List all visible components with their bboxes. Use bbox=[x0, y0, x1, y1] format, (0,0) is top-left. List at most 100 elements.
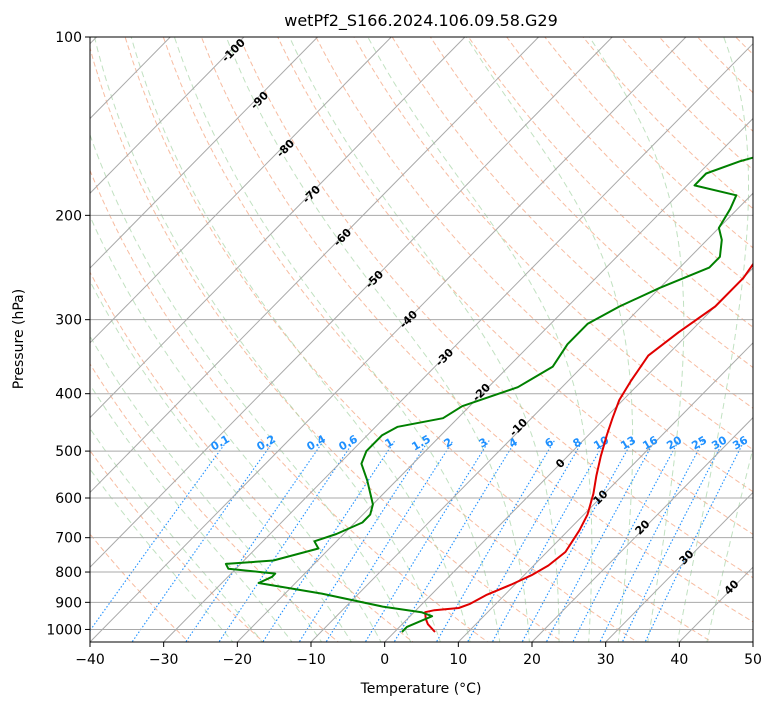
isotherm-line bbox=[90, 37, 539, 494]
isotherm-label: -50 bbox=[363, 268, 386, 291]
isotherm-line bbox=[678, 566, 753, 642]
isotherm-label: -80 bbox=[274, 137, 297, 160]
y-axis-label: Pressure (hPa) bbox=[11, 289, 27, 389]
dry-adiabat bbox=[315, 37, 753, 493]
plot-frame bbox=[89, 36, 754, 643]
moist-adiabat bbox=[588, 37, 685, 642]
mixing-ratio-label: 1.5 bbox=[410, 432, 433, 453]
isotherm-label: -90 bbox=[248, 89, 271, 112]
moist-adiabat bbox=[90, 214, 382, 642]
mixing-ratio-line bbox=[491, 440, 606, 642]
chart-title: wetPf2_S166.2024.106.09.58.G29 bbox=[284, 11, 558, 31]
x-tick-label: −20 bbox=[223, 652, 253, 668]
y-tick-label: 800 bbox=[55, 565, 82, 581]
y-tick-label: 500 bbox=[55, 444, 82, 460]
mixing-ratio-label: 0.1 bbox=[209, 432, 232, 453]
wet-bulb-label: 20 bbox=[633, 517, 653, 537]
isotherm-line bbox=[531, 416, 753, 642]
mixing-ratio-label: 13 bbox=[618, 434, 638, 453]
mixing-ratio-label: 16 bbox=[640, 433, 660, 452]
y-tick-label: 600 bbox=[55, 491, 82, 507]
isotherm-label: -60 bbox=[331, 226, 354, 249]
dry-adiabat bbox=[735, 37, 753, 56]
isotherm-line bbox=[457, 342, 753, 642]
mixing-ratio-line bbox=[218, 440, 355, 642]
dewpoint-line bbox=[224, 156, 753, 633]
x-tick-label: −10 bbox=[296, 652, 326, 668]
mixing-ratio-label: 10 bbox=[591, 433, 611, 452]
isotherm-line bbox=[236, 117, 753, 642]
background-lines bbox=[90, 37, 753, 642]
dry-adiabat bbox=[429, 37, 753, 369]
x-tick-label: 30 bbox=[597, 652, 615, 668]
x-axis-ticks: −40 −30 −20 −10 0 10 20 30 40 50 bbox=[75, 642, 762, 668]
isotherm-label: -20 bbox=[470, 381, 493, 404]
x-tick-label: 20 bbox=[523, 652, 541, 668]
mixing-ratio-label: 1 bbox=[383, 435, 396, 450]
wet-bulb-label: 30 bbox=[677, 547, 697, 567]
dry-adiabat bbox=[506, 37, 753, 288]
y-tick-label: 400 bbox=[55, 387, 82, 403]
x-tick-label: 50 bbox=[744, 652, 762, 668]
isotherm-line bbox=[90, 37, 392, 344]
isotherm-line bbox=[90, 37, 466, 419]
mixing-ratio-label: 20 bbox=[664, 433, 684, 452]
isotherm-label: -70 bbox=[300, 183, 323, 206]
mixing-ratio-line bbox=[572, 440, 680, 642]
moist-adiabat bbox=[465, 37, 634, 642]
dry-adiabat bbox=[90, 271, 414, 642]
dry-adiabat bbox=[697, 37, 753, 94]
mixing-ratio-line bbox=[131, 440, 275, 642]
dry-adiabat bbox=[391, 37, 753, 409]
isotherm-line bbox=[90, 37, 613, 568]
dry-adiabat bbox=[468, 37, 753, 328]
moist-adiabat bbox=[90, 280, 352, 642]
isotherm-line bbox=[163, 42, 753, 642]
dry-adiabat bbox=[582, 37, 753, 210]
mixing-ratio-line bbox=[364, 440, 490, 642]
isotherm-line bbox=[752, 641, 753, 642]
isotherm-line bbox=[90, 37, 687, 642]
series-lines bbox=[224, 156, 753, 633]
isotherm-line bbox=[605, 491, 753, 642]
y-tick-label: 300 bbox=[55, 313, 82, 329]
x-tick-label: −30 bbox=[149, 652, 179, 668]
y-tick-label: 100 bbox=[55, 30, 82, 46]
moist-adiabat bbox=[173, 37, 501, 642]
mixing-ratio-label: 4 bbox=[507, 435, 520, 450]
mixing-ratio-labels: 0.1 0.2 0.4 0.6 1 1.5 2 3 4 6 8 10 13 16 20 25 30 36 bbox=[209, 432, 751, 453]
mixing-ratio-label: 2 bbox=[442, 435, 455, 450]
temperature-line bbox=[424, 262, 753, 633]
mixing-ratio-label: 6 bbox=[543, 435, 556, 450]
isotherm-label: -100 bbox=[219, 36, 248, 65]
mixing-ratio-line bbox=[262, 440, 396, 642]
mixing-ratio-line bbox=[90, 440, 228, 632]
x-tick-label: 40 bbox=[670, 652, 688, 668]
isotherm-line bbox=[384, 267, 753, 642]
y-axis-ticks: 100 200 300 400 500 600 700 800 900 1000 bbox=[46, 30, 90, 638]
isotherm-line bbox=[90, 37, 318, 269]
isotherm-label: -10 bbox=[507, 416, 530, 439]
isotherm-line bbox=[90, 37, 245, 194]
moist-adiabat bbox=[90, 427, 264, 642]
x-tick-label: 0 bbox=[380, 652, 389, 668]
mixing-ratio-line bbox=[644, 440, 745, 642]
moist-adiabat bbox=[90, 383, 293, 642]
mixing-ratio-line bbox=[393, 440, 517, 642]
isotherm-line bbox=[310, 192, 753, 642]
dry-adiabat bbox=[162, 37, 713, 642]
mixing-ratio-label: 0.4 bbox=[305, 432, 329, 453]
moist-adiabat bbox=[90, 335, 323, 642]
moist-adiabat bbox=[225, 37, 530, 642]
dry-adiabat bbox=[90, 449, 265, 642]
y-tick-label: 200 bbox=[55, 208, 82, 224]
mixing-ratio-label: 30 bbox=[709, 433, 729, 452]
grid-lines bbox=[90, 37, 753, 642]
mixing-ratio-label: 3 bbox=[477, 435, 490, 450]
moist-adiabat bbox=[93, 37, 441, 642]
x-tick-label: −40 bbox=[75, 652, 105, 668]
dry-adiabat bbox=[658, 37, 753, 132]
mixing-ratio-line bbox=[298, 440, 429, 642]
mixing-ratio-line bbox=[621, 440, 725, 642]
dry-adiabat bbox=[90, 169, 489, 642]
